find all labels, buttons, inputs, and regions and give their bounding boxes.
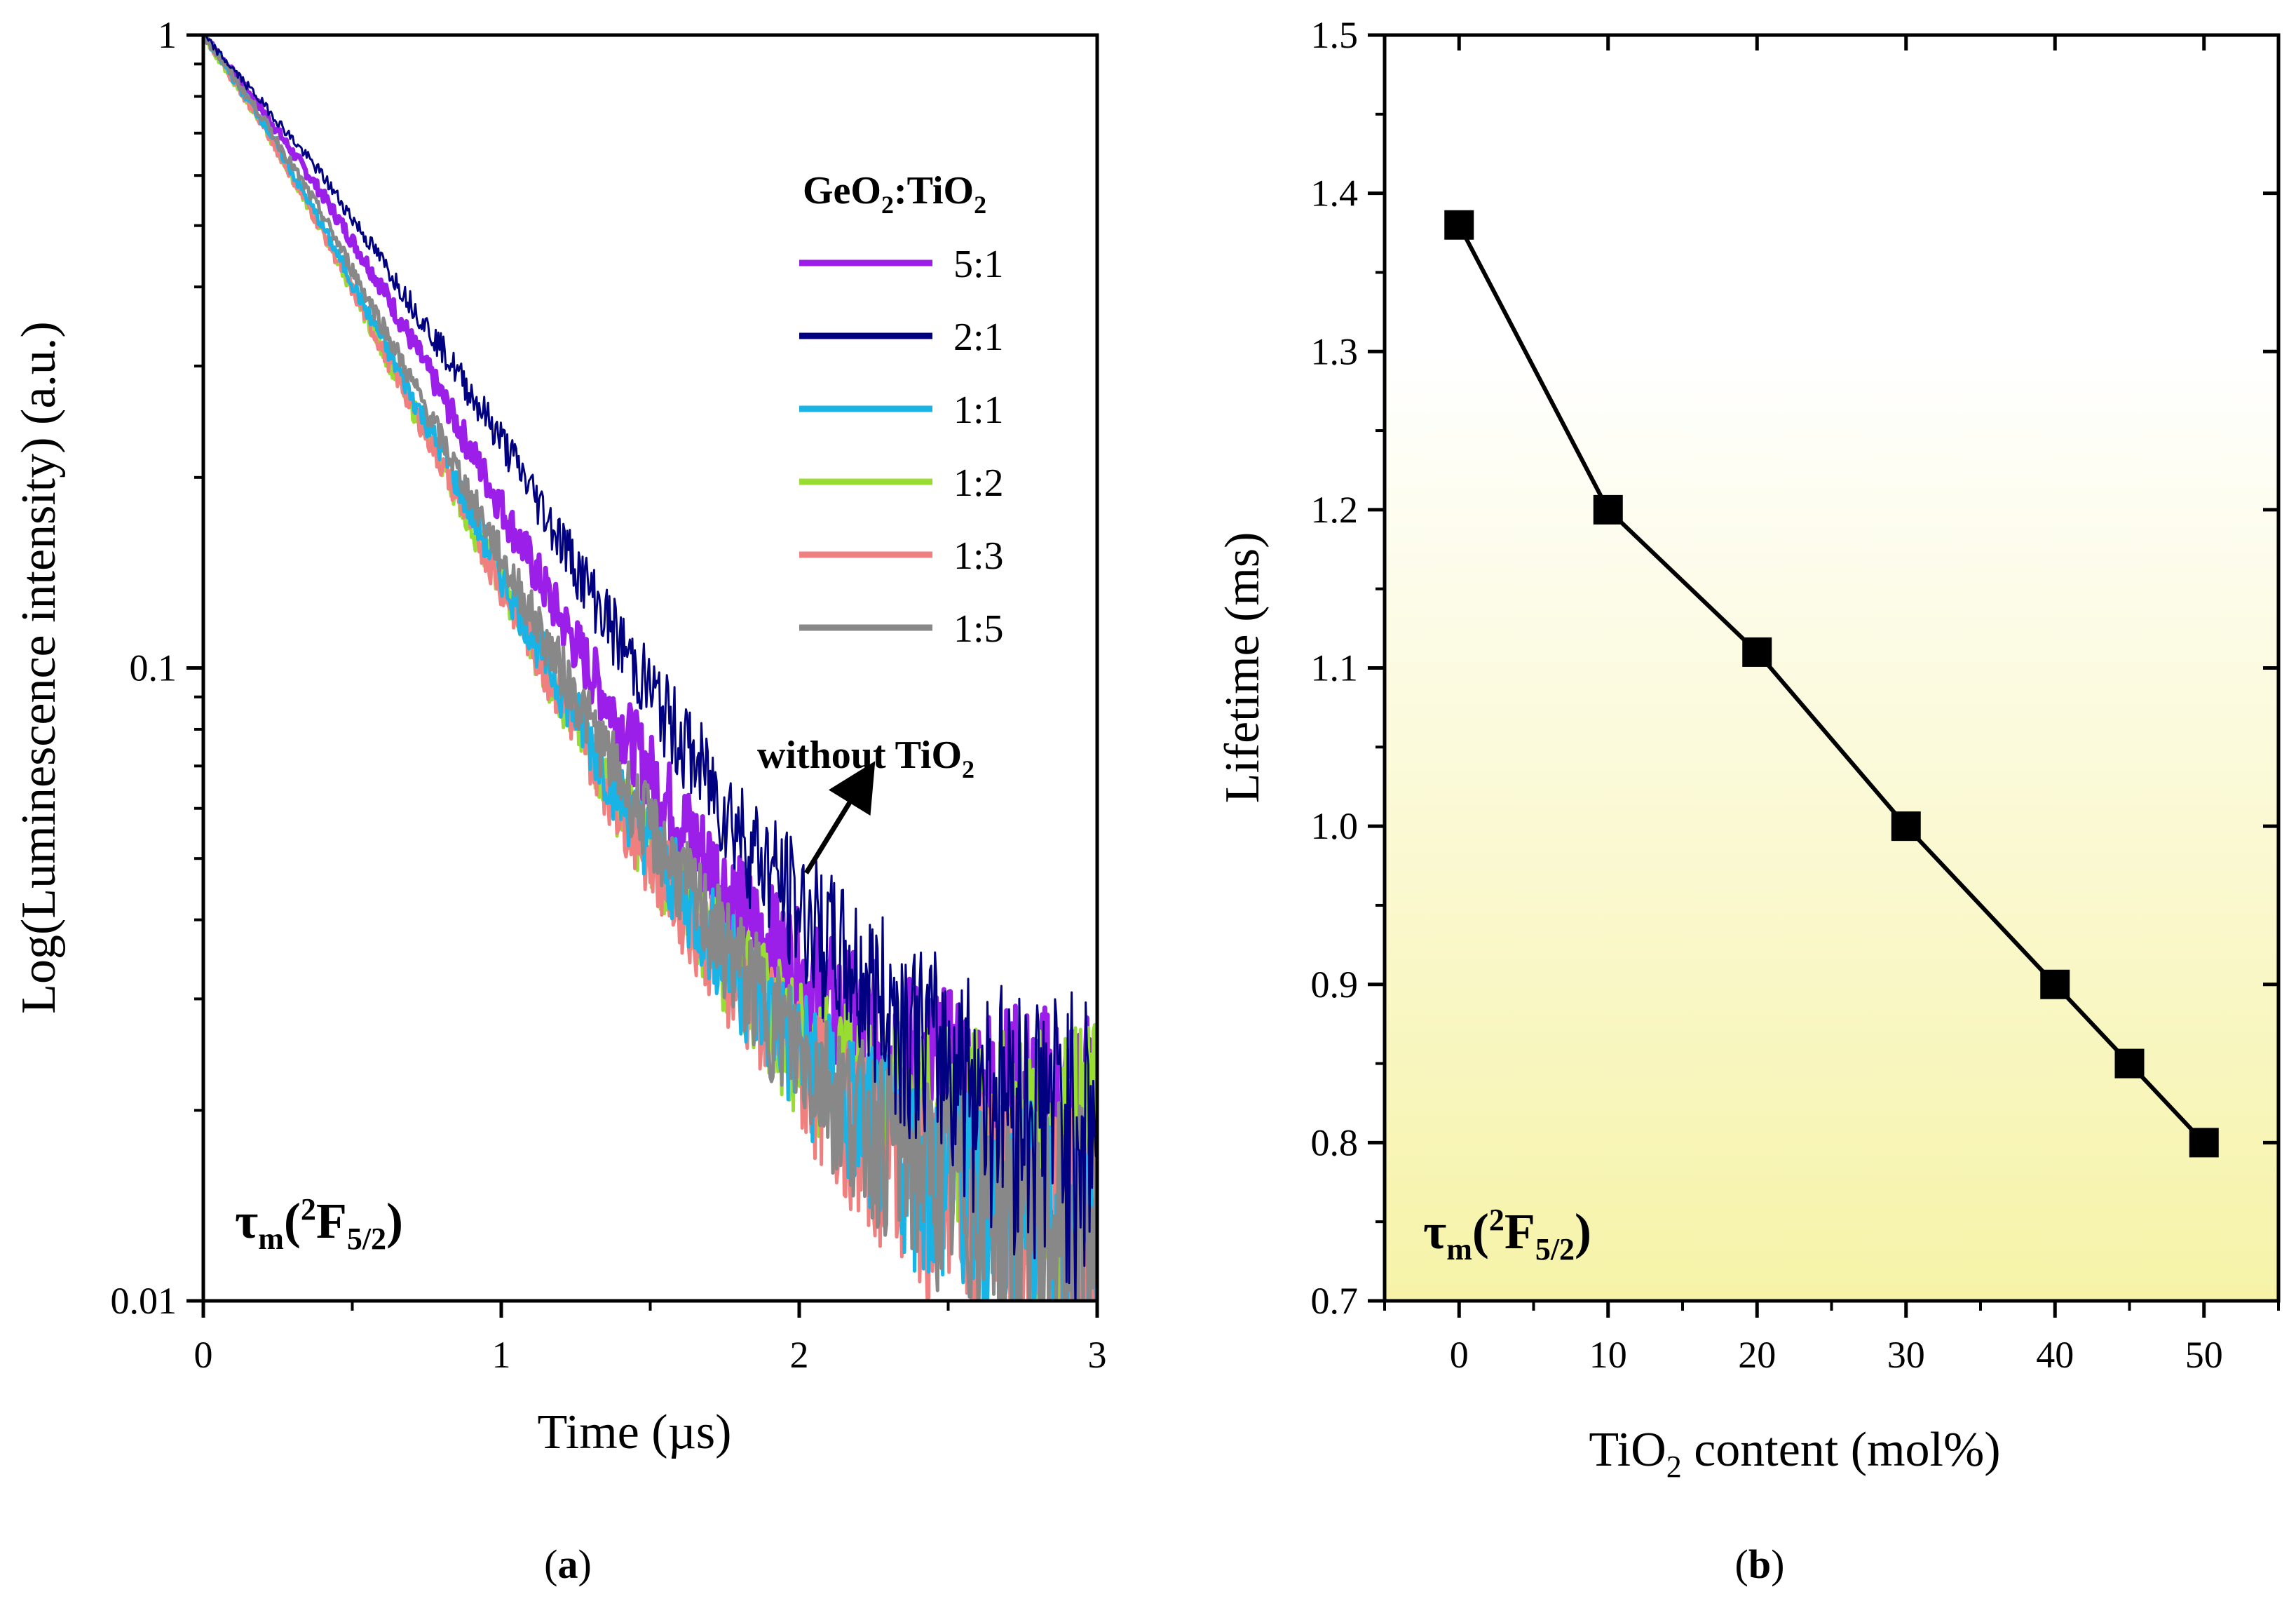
legend-title: GeO2:TiO2 [803, 169, 986, 219]
y-tick-label: 1.1 [1311, 647, 1359, 689]
lifetime-point [2040, 969, 2070, 999]
lifetime-point [1742, 637, 1772, 667]
legend-label: 5:1 [953, 243, 1004, 286]
legend-label: 2:1 [953, 316, 1004, 359]
panel-a-series-group [203, 35, 1097, 1301]
x-tick-label: 30 [1887, 1334, 1925, 1376]
y-tick-label: 0.01 [111, 1280, 177, 1322]
panel-b-plot-area [1385, 35, 2278, 1301]
y-tick-label: 0.9 [1311, 964, 1359, 1006]
y-tick-label: 0.8 [1311, 1121, 1359, 1163]
panel-a: 0 1 2 3 0.01 0.1 1 GeO2:TiO2 5:1 2:1 1:1 1:2 1:3 1:… [12, 14, 1107, 1587]
panel-b-label: (b) [1735, 1541, 1785, 1587]
series-line-1-1 [203, 35, 1097, 1301]
y-tick-label: 1.4 [1311, 173, 1359, 215]
series-line-2-1 [203, 35, 1097, 1301]
annotation-text: without TiO2 [757, 734, 974, 783]
panel-b: 0 10 20 30 40 500.70.80.91.01.11.21.31.41.5 τ… [1216, 14, 2281, 1587]
lifetime-point [2189, 1128, 2219, 1158]
panel-a-legend: GeO2:TiO2 5:1 2:1 1:1 1:2 1:3 1:5 [799, 169, 1004, 651]
y-tick-label: 0.7 [1311, 1280, 1359, 1322]
y-tick-label: 1 [158, 14, 177, 56]
lifetime-point [1444, 210, 1474, 240]
legend-label: 1:2 [953, 461, 1004, 505]
x-tick-label: 2 [790, 1334, 809, 1376]
legend-label: 1:1 [953, 389, 1004, 432]
panel-a-ticks: 0 1 2 3 0.01 0.1 1 [111, 14, 1107, 1376]
panel-b-y-title: Lifetime (ms) [1216, 532, 1270, 804]
lifetime-point [1593, 494, 1623, 525]
panel-a-label: (a) [544, 1541, 592, 1587]
without-tio2-annotation: without TiO2 [757, 734, 974, 874]
panel-a-y-title: Log(Luminescence intensity) (a.u.) [12, 321, 66, 1013]
panel-b-series-group [1444, 210, 2219, 1158]
panel-b-x-title: TiO2 content (mol%) [1589, 1423, 2000, 1484]
x-tick-label: 10 [1589, 1334, 1627, 1376]
y-tick-label: 1.5 [1311, 14, 1359, 56]
x-tick-label: 40 [2036, 1334, 2074, 1376]
x-tick-label: 3 [1088, 1334, 1107, 1376]
panel-b-ticks: 0 10 20 30 40 50 0.7 0.8 0.9 1.0 1.1 1.2 1.3 1.4 1.5 [1311, 14, 2280, 1376]
x-tick-label: 0 [1450, 1334, 1469, 1376]
y-tick-label: 0.1 [130, 647, 177, 689]
legend-label: 1:3 [953, 534, 1004, 578]
y-tick-label: 1.2 [1311, 489, 1359, 531]
y-tick-label: 1.0 [1311, 805, 1359, 847]
legend-label: 1:5 [953, 607, 1004, 651]
x-tick-label: 50 [2185, 1334, 2223, 1376]
x-tick-label: 20 [1738, 1334, 1776, 1376]
panel-a-x-title: Time (µs) [538, 1405, 732, 1459]
y-tick-label: 1.3 [1311, 330, 1359, 372]
lifetime-point [1891, 811, 1921, 842]
annotation-arrow [804, 761, 876, 874]
legend-entries: 5:1 2:1 1:1 1:2 1:3 1:5 [799, 243, 1004, 651]
x-tick-label: 0 [194, 1334, 213, 1376]
x-tick-label: 1 [492, 1334, 511, 1376]
lifetime-point [2114, 1048, 2145, 1079]
